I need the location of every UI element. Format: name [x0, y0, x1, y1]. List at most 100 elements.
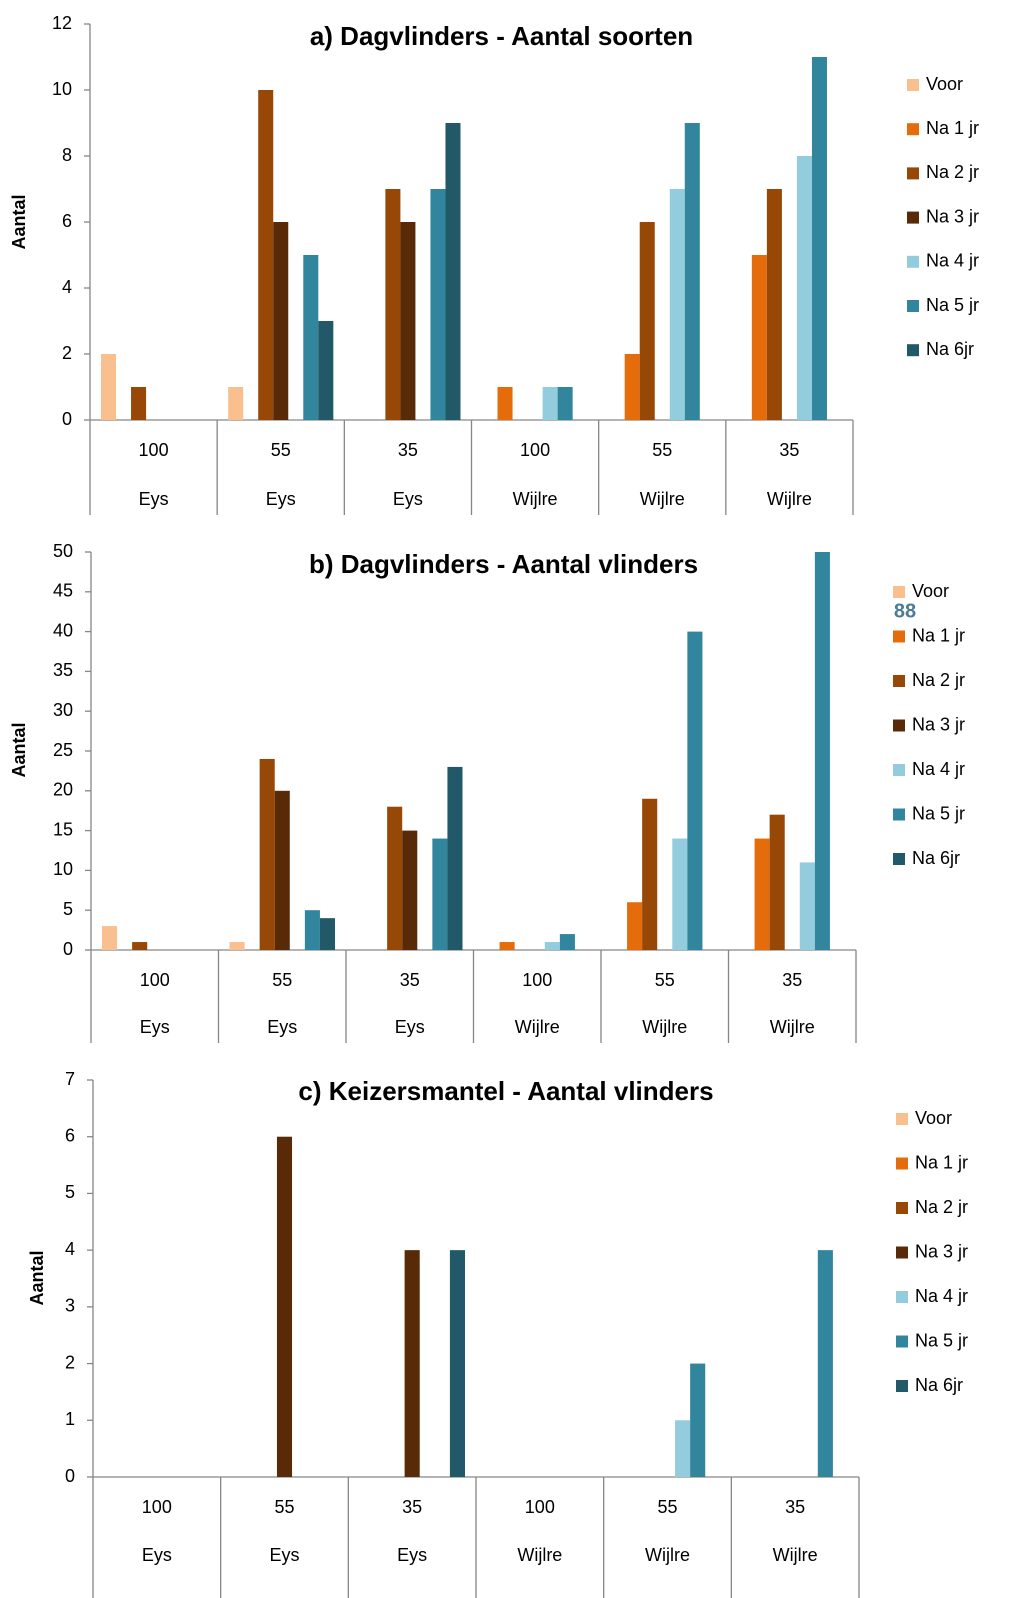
- legend-label: Voor: [926, 74, 963, 94]
- legend-swatch: [896, 1202, 908, 1214]
- bar: [276, 1136, 293, 1477]
- bar: [132, 942, 148, 950]
- bar: [430, 189, 446, 420]
- bar: [559, 934, 575, 950]
- bar: [404, 1250, 420, 1477]
- bar: [131, 387, 147, 420]
- y-axis-label: Aantal: [9, 722, 29, 777]
- y-tick-label: 5: [63, 899, 73, 919]
- bar: [639, 222, 655, 420]
- bar: [259, 758, 275, 950]
- legend-label: Na 1 jr: [915, 1152, 968, 1172]
- bar: [273, 222, 289, 420]
- legend-swatch: [907, 300, 919, 312]
- chart: c) Keizersmantel - Aantal vlinders Aantal…: [27, 1069, 968, 1598]
- legend-swatch: [907, 344, 919, 357]
- legend-label: Na 6jr: [926, 339, 974, 359]
- bar: [229, 942, 245, 950]
- bar: [754, 838, 770, 950]
- bar: [769, 814, 785, 950]
- bar: [402, 830, 418, 950]
- bar: [101, 354, 117, 420]
- y-tick-label: 2: [62, 343, 72, 363]
- bar: [687, 631, 703, 950]
- bar: [624, 354, 640, 420]
- y-tick-label: 0: [63, 939, 73, 959]
- bar: [557, 387, 573, 420]
- x-group-label: Wijlre: [645, 1545, 690, 1565]
- y-tick-label: 12: [52, 13, 72, 33]
- x-group-label: Eys: [269, 1545, 299, 1565]
- bar: [400, 222, 416, 420]
- x-group-label: Eys: [140, 1017, 170, 1037]
- legend-label: Na 2 jr: [926, 162, 979, 182]
- x-tick-label: 55: [657, 1497, 677, 1517]
- y-tick-label: 7: [65, 1069, 75, 1089]
- bar: [796, 156, 812, 420]
- bar: [303, 255, 319, 420]
- legend-label: Na 1 jr: [912, 625, 965, 645]
- y-tick-label: 10: [52, 79, 72, 99]
- bar: [817, 1250, 833, 1477]
- y-tick-label: 6: [65, 1125, 75, 1145]
- x-group-label: Wijlre: [770, 1017, 815, 1037]
- y-axis-label: Aantal: [27, 1250, 47, 1305]
- legend-label: Na 4 jr: [915, 1286, 968, 1306]
- bar: [751, 255, 767, 420]
- y-tick-label: 10: [53, 859, 73, 879]
- bar: [447, 766, 463, 950]
- legend-swatch: [907, 167, 919, 180]
- bar: [684, 123, 700, 420]
- x-tick-label: 55: [271, 440, 291, 460]
- bar: [811, 57, 827, 420]
- bar: [544, 942, 560, 950]
- y-tick-label: 4: [65, 1239, 75, 1259]
- y-tick-label: 30: [53, 700, 73, 720]
- bars: [276, 1136, 833, 1477]
- x-tick-label: 35: [402, 1497, 422, 1517]
- bar: [690, 1363, 706, 1477]
- y-tick-label: 35: [53, 660, 73, 680]
- y-tick-label: 45: [53, 581, 73, 601]
- legend-swatch: [896, 1157, 908, 1170]
- x-tick-label: 55: [272, 970, 292, 990]
- x-group-label: Wijlre: [640, 489, 685, 509]
- legend-swatch: [893, 853, 905, 865]
- x-group-label: Eys: [393, 489, 423, 509]
- x-group-label: Wijlre: [773, 1545, 818, 1565]
- y-tick-label: 20: [53, 780, 73, 800]
- legend-swatch: [907, 123, 919, 136]
- bar: [318, 321, 334, 420]
- x-group-label: Wijlre: [515, 1017, 560, 1037]
- chart-title: c) Keizersmantel - Aantal vlinders: [298, 1076, 713, 1106]
- legend-swatch: [893, 586, 905, 598]
- legend-label: Voor: [915, 1108, 952, 1128]
- x-group-label: Eys: [267, 1017, 297, 1037]
- legend-label: Na 4 jr: [926, 251, 979, 271]
- x-tick-label: 35: [400, 970, 420, 990]
- x-tick-label: 35: [785, 1497, 805, 1517]
- y-tick-label: 6: [62, 211, 72, 231]
- bar: [445, 123, 461, 420]
- x-tick-label: 100: [140, 970, 170, 990]
- bar: [627, 902, 643, 950]
- y-tick-label: 50: [53, 541, 73, 561]
- bar: [672, 838, 688, 950]
- x-tick-label: 100: [522, 970, 552, 990]
- x-tick-label: 35: [779, 440, 799, 460]
- y-tick-label: 4: [62, 277, 72, 297]
- x-group-label: Eys: [139, 489, 169, 509]
- y-tick-label: 0: [65, 1466, 75, 1486]
- legend-swatch: [893, 719, 905, 732]
- bar: [274, 790, 290, 950]
- y-tick-label: 1: [65, 1409, 75, 1429]
- bar: [319, 918, 335, 950]
- bar: [669, 189, 685, 420]
- y-tick-label: 5: [65, 1182, 75, 1202]
- x-group-label: Eys: [397, 1545, 427, 1565]
- chart: a) Dagvlinders - Aantal soorten Aantal 0 2 4…: [9, 13, 979, 515]
- bars: [102, 552, 830, 950]
- legend-swatch: [896, 1291, 908, 1303]
- legend-swatch: [896, 1113, 908, 1125]
- y-tick-label: 8: [62, 145, 72, 165]
